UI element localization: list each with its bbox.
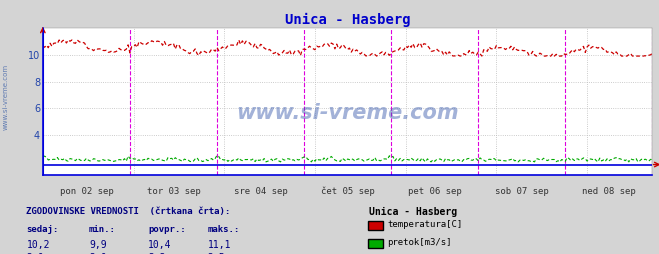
Text: www.si-vreme.com: www.si-vreme.com — [237, 103, 459, 123]
Text: 2,5: 2,5 — [208, 253, 225, 254]
Text: 11,1: 11,1 — [208, 240, 231, 250]
Title: Unica - Hasberg: Unica - Hasberg — [285, 13, 411, 27]
Text: tor 03 sep: tor 03 sep — [146, 187, 200, 196]
Text: www.si-vreme.com: www.si-vreme.com — [2, 64, 9, 130]
Text: ned 08 sep: ned 08 sep — [582, 187, 636, 196]
Text: ZGODOVINSKE VREDNOSTI  (črtkana črta):: ZGODOVINSKE VREDNOSTI (črtkana črta): — [26, 207, 231, 216]
Text: 2,0: 2,0 — [89, 253, 107, 254]
Text: 9,9: 9,9 — [89, 240, 107, 250]
Text: 2,2: 2,2 — [148, 253, 166, 254]
Text: 10,2: 10,2 — [26, 240, 50, 250]
Text: sre 04 sep: sre 04 sep — [234, 187, 287, 196]
Text: min.:: min.: — [89, 225, 116, 234]
Text: čet 05 sep: čet 05 sep — [321, 187, 374, 196]
Text: sob 07 sep: sob 07 sep — [495, 187, 549, 196]
Text: 10,4: 10,4 — [148, 240, 172, 250]
Text: maks.:: maks.: — [208, 225, 240, 234]
Text: pet 06 sep: pet 06 sep — [408, 187, 461, 196]
Text: povpr.:: povpr.: — [148, 225, 186, 234]
Text: pretok[m3/s]: pretok[m3/s] — [387, 238, 452, 247]
Text: 2,0: 2,0 — [26, 253, 44, 254]
Text: sedaj:: sedaj: — [26, 225, 59, 234]
Text: pon 02 sep: pon 02 sep — [59, 187, 113, 196]
Text: Unica - Hasberg: Unica - Hasberg — [369, 207, 457, 217]
Text: temperatura[C]: temperatura[C] — [387, 220, 463, 229]
